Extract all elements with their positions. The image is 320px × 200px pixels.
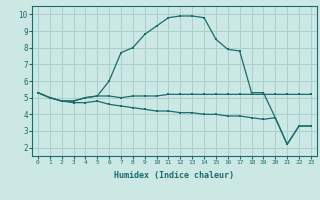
X-axis label: Humidex (Indice chaleur): Humidex (Indice chaleur) xyxy=(115,171,234,180)
